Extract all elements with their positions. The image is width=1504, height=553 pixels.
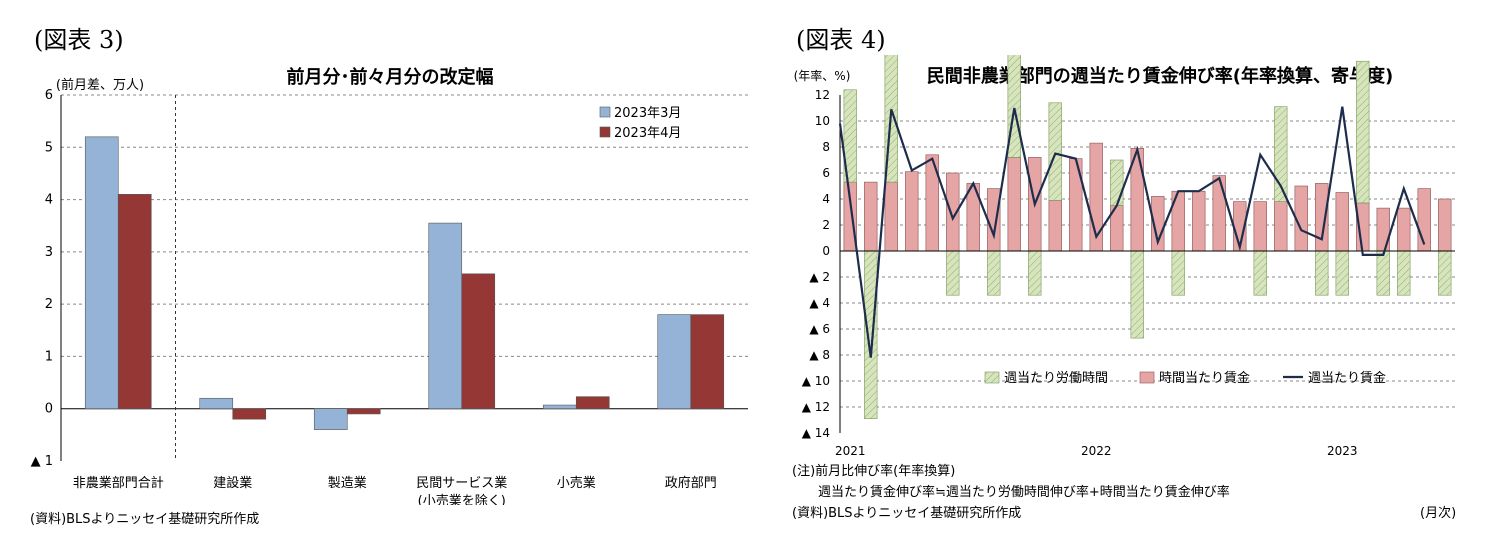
- chart1-ytick-label: 1: [45, 349, 53, 364]
- chart2-hours-bar: [1130, 250, 1144, 339]
- chart2-hourly-wage-bar: [1376, 207, 1390, 252]
- figure4-source: (資料)BLSよりニッセイ基礎研究所作成: [792, 506, 1022, 521]
- chart1-bar: [428, 222, 463, 410]
- chart2-ytick-label: 6: [822, 166, 830, 180]
- figure4-note-line2: 週当たり賃金伸び率≒週当たり労働時間伸び率+時間当たり賃金伸び率: [818, 485, 1230, 500]
- chart2-hours-bar: [946, 250, 960, 296]
- chart2-hourly-wage-bar: [1335, 192, 1349, 252]
- chart2-ytick-label: 8: [822, 140, 830, 154]
- chart2-ytick-label: ▲ 2: [809, 270, 830, 284]
- chart2-legend-swatch-hourly: [1139, 371, 1155, 384]
- chart2-hourly-wage-bar: [884, 181, 898, 252]
- chart2-hourly-wage-bar: [1048, 200, 1062, 252]
- chart2-hourly-wage-bar: [1212, 175, 1226, 252]
- chart1-category-label: 建設業: [213, 475, 252, 491]
- chart2-ytick-label: ▲ 14: [802, 426, 830, 440]
- chart2-legend-label: 時間当たり賃金: [1159, 370, 1250, 386]
- chart1-category-label: 製造業: [328, 475, 367, 491]
- chart2-hours-bar: [987, 250, 1001, 296]
- figure4-label: (図表 4): [796, 26, 886, 54]
- chart2-ytick-label: ▲ 8: [809, 348, 830, 362]
- chart2-xtick-label: 2023: [1327, 444, 1358, 458]
- chart2-hourly-wage-bar: [1253, 201, 1267, 252]
- chart1-bar: [117, 194, 152, 410]
- chart1-ytick-label: 0: [45, 402, 53, 417]
- chart2-hourly-wage-bar: [1438, 198, 1452, 252]
- chart2-hours-bar: [1438, 250, 1452, 296]
- chart2-hours-bar: [1048, 102, 1062, 201]
- figure3-label: (図表 3): [34, 26, 124, 54]
- chart1-bar: [199, 397, 234, 410]
- chart2-legend-label: 週当たり労働時間: [1004, 371, 1108, 386]
- chart2-ytick-label: 0: [822, 244, 830, 258]
- chart1-category-label: 政府部門: [665, 476, 717, 491]
- chart1-legend-label: 2023年4月: [614, 126, 681, 141]
- chart2-hourly-wage-bar: [864, 181, 878, 252]
- chart1-legend-swatch: [599, 126, 611, 138]
- chart2-hours-bar: [1315, 250, 1329, 296]
- chart2-ytick-label: 4: [822, 192, 830, 206]
- chart2-hours-bar: [1335, 250, 1349, 296]
- chart1-category-label: 小売業: [557, 475, 596, 491]
- chart2-hours-bar: [843, 89, 857, 183]
- chart1-legend-swatch: [599, 106, 611, 118]
- chart2-hourly-wage-bar: [1007, 157, 1021, 252]
- chart2-hours-bar: [1110, 159, 1124, 206]
- chart2-hours-bar: [1274, 106, 1288, 202]
- revision-bar-chart: 前月分･前々月分の改定幅 (前月差、万人)6 5 4 3 2 1 0 ▲ 1 非農業部門合計 建設業…: [31, 66, 748, 505]
- chart2-hours-bar: [1028, 250, 1042, 296]
- figure3-source: (資料)BLSよりニッセイ基礎研究所作成: [30, 512, 260, 527]
- chart2-hours-bar: [1376, 250, 1390, 296]
- chart2-hourly-wage-bar: [1274, 201, 1288, 252]
- chart1-ytick-label: 4: [45, 193, 53, 208]
- chart1-bar: [575, 396, 610, 410]
- chart2-weekly-wage-line: [838, 106, 1426, 358]
- chart1-category-label: 非農業部門合計: [73, 475, 164, 491]
- chart1-ytick-label: 3: [45, 245, 53, 260]
- chart2-ytick-label: ▲ 6: [809, 322, 830, 336]
- chart1-bar: [232, 408, 267, 420]
- chart1-bar: [461, 273, 496, 410]
- chart1-bar: [690, 314, 725, 410]
- chart1-ytick-label: 5: [45, 140, 53, 155]
- figure4-note-line1: (注)前月比伸び率(年率換算): [792, 464, 956, 479]
- chart2-hours-bar: [1171, 250, 1185, 296]
- chart2-hours-bar: [1253, 250, 1267, 296]
- chart1-category-sublabel: (小売業を除く): [418, 493, 506, 505]
- chart2-hours-bar: [864, 250, 878, 419]
- chart2-ytick-label: ▲ 12: [802, 400, 830, 414]
- chart2-xtick-label: 2021: [835, 444, 866, 458]
- chart2-legend-swatch-hours: [984, 371, 1000, 384]
- wage-growth-chart: 民間非農業部門の週当たり賃金伸び率(年率換算、寄与度) (年率、%) 12 10 8 6 4…: [794, 55, 1455, 458]
- chart2-ytick-label: 2: [822, 218, 830, 232]
- chart2-hourly-wage-bar: [1397, 207, 1411, 252]
- chart1-bar: [346, 408, 381, 415]
- chart2-ytick-label: ▲ 10: [802, 374, 830, 388]
- chart2-ylabel: (年率、%): [794, 68, 851, 83]
- chart1-legend-label: 2023年3月: [614, 106, 681, 121]
- chart1-ytick-label: 2: [45, 297, 53, 312]
- chart2-hourly-wage-bar: [987, 188, 1001, 252]
- chart2-hours-bar: [1397, 250, 1411, 296]
- chart2-hourly-wage-bar: [1192, 190, 1206, 252]
- chart1-category-label: 民間サービス業: [416, 475, 507, 491]
- chart1-ytick-label: ▲ 1: [31, 454, 53, 469]
- chart1-bar: [313, 408, 348, 430]
- chart1-ylabel: (前月差、万人): [56, 77, 144, 93]
- chart1-bar: [84, 136, 119, 410]
- chart2-xtick-label: 2022: [1081, 444, 1112, 458]
- chart2-legend-label: 週当たり賃金: [1308, 370, 1386, 386]
- chart1-bar: [542, 404, 577, 410]
- chart1-title: 前月分･前々月分の改定幅: [287, 66, 494, 88]
- chart2-hourly-wage-bar: [905, 171, 919, 252]
- chart1-ytick-label: 6: [45, 88, 53, 103]
- chart2-hours-bar: [1356, 60, 1370, 204]
- figure4-period-label: (月次): [1420, 506, 1457, 521]
- chart2-ytick-label: 10: [815, 114, 830, 128]
- chart2-title: 民間非農業部門の週当たり賃金伸び率(年率換算、寄与度): [927, 65, 1393, 87]
- chart2-ytick-label: ▲ 4: [809, 296, 830, 310]
- chart1-bar: [657, 314, 692, 410]
- chart2-ytick-label: 12: [815, 88, 830, 102]
